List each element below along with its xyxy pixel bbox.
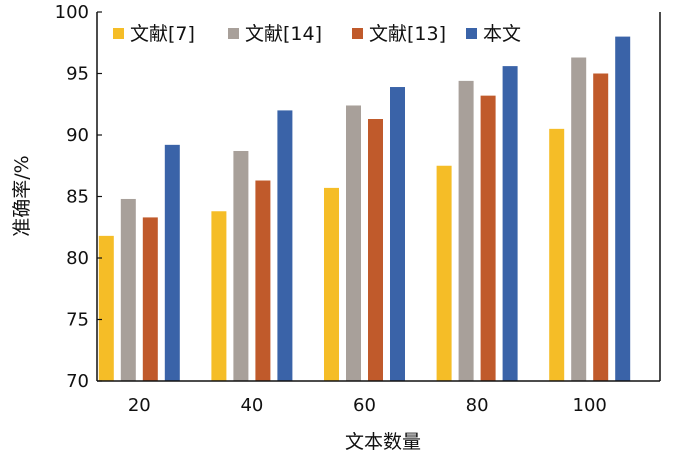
legend-label: 文献[14] <box>245 23 322 45</box>
y-tick-label: 70 <box>66 371 89 392</box>
bar <box>346 105 361 381</box>
legend-swatch <box>113 28 124 39</box>
x-tick-label: 20 <box>128 395 151 416</box>
bar <box>324 187 339 381</box>
bar <box>368 119 383 381</box>
y-tick-label: 90 <box>66 125 89 146</box>
x-axis-label: 文本数量 <box>345 431 421 453</box>
bar <box>480 95 496 381</box>
y-tick-label: 85 <box>66 187 89 208</box>
legend: 文献[7] 文献[14] 文献[13] 本文 <box>113 23 521 45</box>
bar <box>120 198 136 381</box>
bar <box>593 73 609 381</box>
y-tick-label: 95 <box>66 64 89 85</box>
legend-swatch <box>352 28 363 39</box>
y-tick-label: 75 <box>66 310 89 331</box>
y-tick-label: 80 <box>66 248 89 269</box>
y-axis-label: 准确率/% <box>11 155 33 236</box>
x-tick-label: 100 <box>573 395 607 416</box>
x-tick-label: 40 <box>240 395 263 416</box>
bar <box>164 144 180 381</box>
legend-label: 本文 <box>483 23 521 45</box>
bar <box>458 80 474 381</box>
bar <box>277 110 293 382</box>
x-tick-label: 80 <box>466 395 489 416</box>
legend-swatch <box>228 28 239 39</box>
x-tick-label: 60 <box>353 395 376 416</box>
bar <box>436 165 452 381</box>
bar <box>571 57 587 381</box>
legend-label: 文献[13] <box>369 23 446 45</box>
legend-swatch <box>466 28 477 39</box>
bar <box>502 66 518 382</box>
y-tick-label: 100 <box>55 2 89 23</box>
bar <box>549 128 565 381</box>
bar <box>615 36 631 381</box>
bar <box>211 211 227 381</box>
axes-group: 20 40 60 80 100 70 75 80 85 90 95 100 <box>55 2 661 416</box>
bars-group <box>98 36 631 382</box>
bar <box>233 150 249 381</box>
legend-label: 文献[7] <box>130 23 195 45</box>
bar <box>142 217 158 381</box>
bar <box>98 235 114 381</box>
bar <box>255 180 271 381</box>
bar <box>390 87 405 381</box>
